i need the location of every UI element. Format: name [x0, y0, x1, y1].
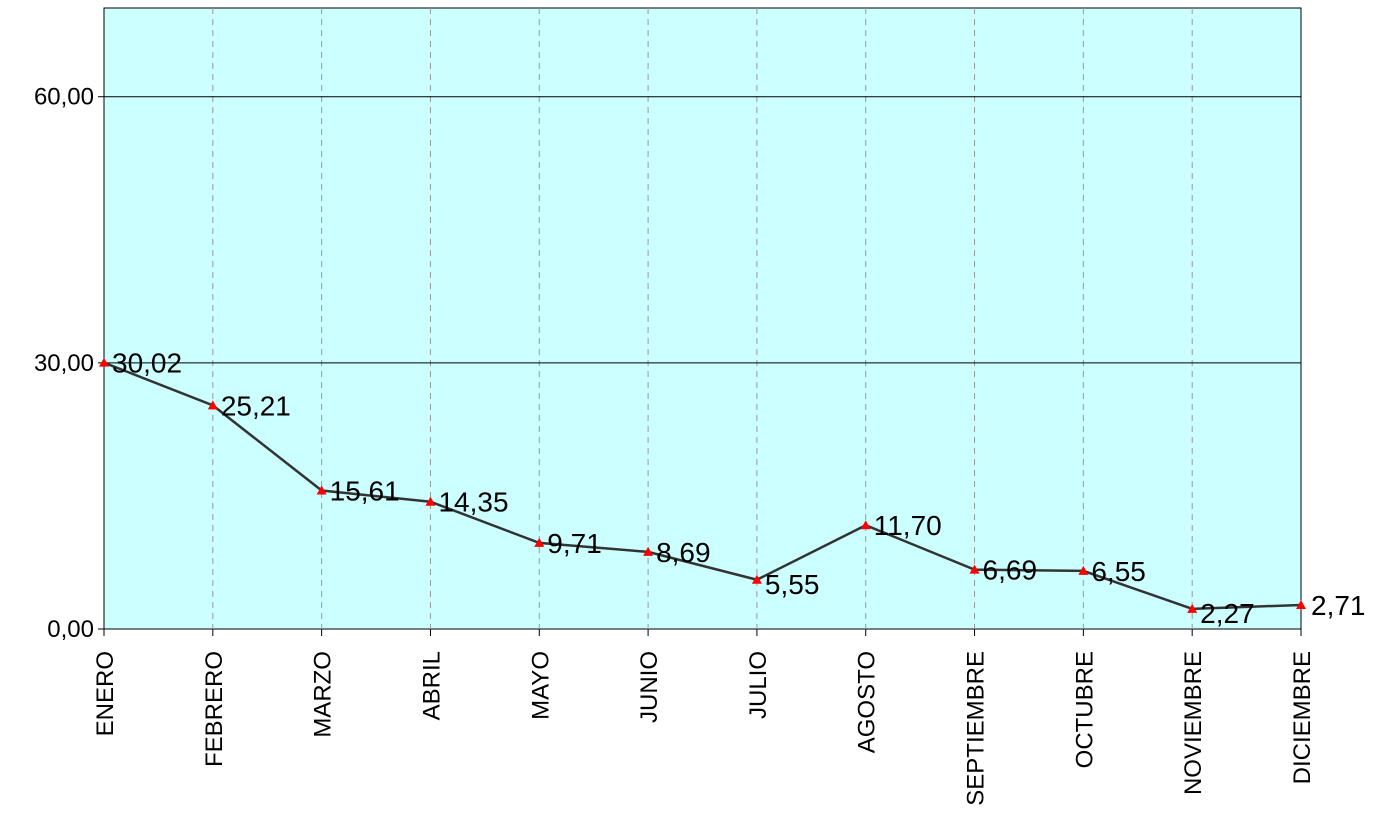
x-category-label: MAYO — [527, 651, 554, 720]
data-point-marker — [99, 357, 109, 367]
x-category-label: JULIO — [745, 651, 772, 719]
data-point-marker — [425, 496, 436, 506]
data-point-marker — [1187, 603, 1198, 613]
data-label: 11,70 — [874, 510, 942, 541]
x-category-label: AGOSTO — [854, 651, 881, 753]
data-label: 6,55 — [1091, 556, 1146, 587]
x-category-label: ABRIL — [418, 651, 445, 720]
x-category-label: NOVIEMBRE — [1180, 651, 1207, 795]
y-tick-label: 0,00 — [47, 616, 94, 643]
x-category-label: ENERO — [92, 651, 119, 736]
data-point-marker — [969, 564, 980, 574]
series-markers — [99, 357, 1306, 613]
data-point-marker — [643, 546, 654, 556]
data-label: 2,27 — [1200, 598, 1255, 629]
data-label: 8,69 — [656, 537, 711, 568]
y-tick-label: 30,00 — [34, 350, 94, 377]
data-point-marker — [316, 485, 327, 495]
y-axis-ticks: 0,00 30,00 60,00 — [34, 84, 104, 643]
x-category-label: SEPTIEMBRE — [963, 651, 990, 806]
x-axis-ticks — [103, 629, 1302, 636]
plot-area — [103, 7, 1302, 630]
data-label: 15,61 — [330, 476, 400, 507]
data-label: 6,69 — [983, 555, 1037, 586]
x-category-label: JUNIO — [636, 651, 663, 723]
x-axis-category-labels: ENERO FEBRERO MARZO ABRIL MAYO JUNIO JULIO AGOS… — [92, 651, 1316, 806]
data-label: 5,55 — [765, 569, 820, 600]
data-label: 14,35 — [438, 487, 508, 518]
series-line-group — [103, 361, 1302, 611]
x-category-label: OCTUBRE — [1071, 651, 1098, 768]
vertical-gridlines — [212, 8, 1193, 629]
data-point-marker — [207, 400, 218, 410]
data-labels: 30,02 25,21 15,61 14,35 9,71 8,69 5,55 11,70 6,6… — [112, 348, 1366, 629]
data-label: 25,21 — [221, 390, 291, 421]
x-category-label: MARZO — [310, 651, 337, 738]
data-point-marker — [751, 574, 762, 584]
data-label: 30,02 — [112, 348, 182, 379]
y-tick-label: 60,00 — [34, 84, 94, 111]
series-line — [103, 361, 1302, 611]
data-point-marker — [1078, 565, 1089, 575]
x-category-label: FEBRERO — [201, 651, 228, 767]
data-point-marker — [1296, 599, 1306, 609]
data-label: 9,71 — [547, 528, 602, 559]
horizontal-gridlines — [104, 96, 1301, 364]
data-point-marker — [860, 520, 871, 530]
data-label: 2,71 — [1311, 590, 1366, 621]
data-point-marker — [534, 537, 545, 547]
x-category-label: DICIEMBRE — [1289, 651, 1316, 784]
